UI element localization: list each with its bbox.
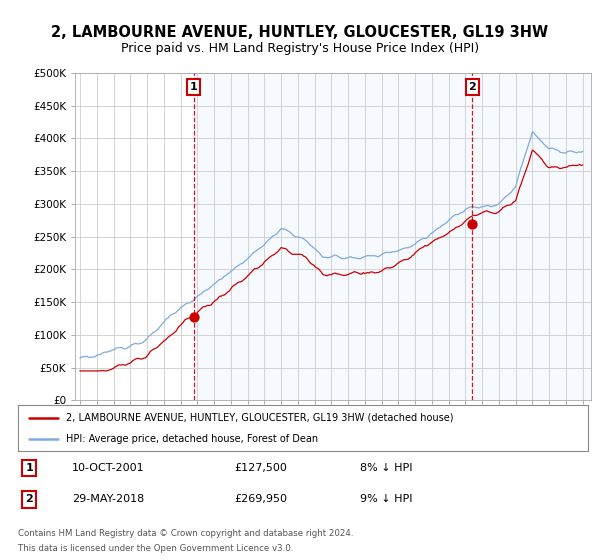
Text: 2: 2 <box>469 82 476 92</box>
Text: Contains HM Land Registry data © Crown copyright and database right 2024.: Contains HM Land Registry data © Crown c… <box>18 529 353 538</box>
Text: Price paid vs. HM Land Registry's House Price Index (HPI): Price paid vs. HM Land Registry's House … <box>121 42 479 55</box>
Text: 2, LAMBOURNE AVENUE, HUNTLEY, GLOUCESTER, GL19 3HW: 2, LAMBOURNE AVENUE, HUNTLEY, GLOUCESTER… <box>52 25 548 40</box>
Point <box>189 312 199 321</box>
Text: 8% ↓ HPI: 8% ↓ HPI <box>360 463 413 473</box>
Text: 29-MAY-2018: 29-MAY-2018 <box>72 494 145 505</box>
Text: This data is licensed under the Open Government Licence v3.0.: This data is licensed under the Open Gov… <box>18 544 293 553</box>
Text: 10-OCT-2001: 10-OCT-2001 <box>72 463 145 473</box>
Point <box>467 219 477 228</box>
Text: 1: 1 <box>190 82 197 92</box>
Text: £269,950: £269,950 <box>235 494 287 505</box>
Text: HPI: Average price, detached house, Forest of Dean: HPI: Average price, detached house, Fore… <box>67 435 319 444</box>
Text: 9% ↓ HPI: 9% ↓ HPI <box>360 494 413 505</box>
Text: £127,500: £127,500 <box>235 463 287 473</box>
Text: 2: 2 <box>26 494 33 505</box>
Text: 2, LAMBOURNE AVENUE, HUNTLEY, GLOUCESTER, GL19 3HW (detached house): 2, LAMBOURNE AVENUE, HUNTLEY, GLOUCESTER… <box>67 413 454 423</box>
Text: 1: 1 <box>26 463 33 473</box>
Bar <box>194 73 591 400</box>
